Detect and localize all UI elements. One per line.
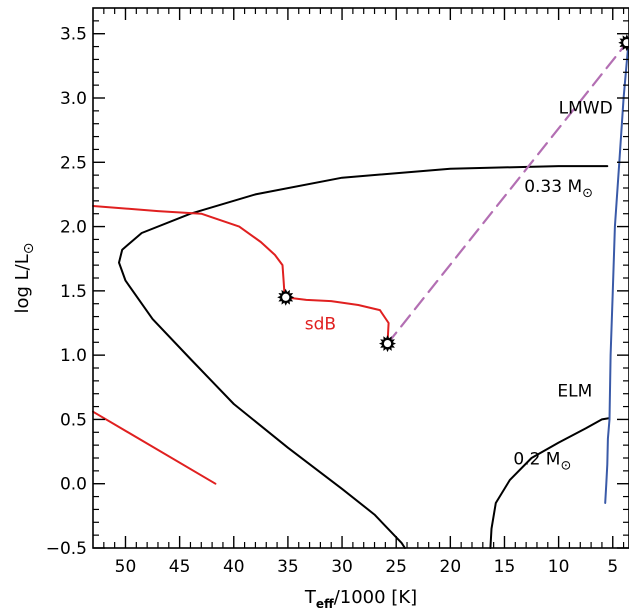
x-tick-label: 30 xyxy=(331,557,353,577)
x-tick-label: 45 xyxy=(169,557,191,577)
annotation-text-0: LMWD xyxy=(559,98,613,118)
curve-1 xyxy=(489,417,611,549)
annotation-3: ELM xyxy=(557,381,592,401)
evolution-marker-2 xyxy=(618,34,629,52)
x-axis-title-subscript: eff xyxy=(316,597,334,611)
y-tick-label: 2.0 xyxy=(60,218,87,238)
axes-layer: 50 45 40 35 30 25 20 15 10 5 −0.5 0.0 0.5 1.0 1.5 2.0 2.… xyxy=(46,7,629,577)
annotation-text-1: 0.33 M xyxy=(524,177,582,197)
annotation-4: 0.2 M⊙ xyxy=(513,449,571,473)
curve-3 xyxy=(92,205,390,345)
y-tick-label: 3.5 xyxy=(60,25,87,45)
x-tick-label: 20 xyxy=(440,557,462,577)
y-axis-title-sun-symbol: ⊙ xyxy=(21,242,37,254)
evolution-marker-0 xyxy=(277,288,295,306)
x-tick-label: 40 xyxy=(223,557,245,577)
y-tick-label: 2.5 xyxy=(60,153,87,173)
annotation-sun-symbol-1: ⊙ xyxy=(582,186,593,201)
annotation-0: LMWD xyxy=(559,98,613,118)
y-tick-label: 3.0 xyxy=(60,89,87,109)
annotation-text-4: 0.2 M xyxy=(513,449,560,469)
x-tick-label: 15 xyxy=(494,557,516,577)
x-axis-title: Teff/1000 [K] xyxy=(304,587,417,611)
curve-2 xyxy=(604,48,629,504)
x-tick-label: 5 xyxy=(607,557,618,577)
evolution-marker-1 xyxy=(379,335,396,353)
curves-layer xyxy=(92,41,629,549)
annotation-sun-symbol-4: ⊙ xyxy=(560,458,571,473)
y-axis-title-main: log L/L xyxy=(12,254,33,313)
annotation-1: 0.33 M⊙ xyxy=(524,177,593,201)
curve-5 xyxy=(386,41,628,345)
x-tick-label: 50 xyxy=(115,557,137,577)
annotation-text-3: ELM xyxy=(557,381,592,401)
annotation-2: sdB xyxy=(305,314,336,334)
curve-0 xyxy=(118,165,609,549)
y-tick-label: 0.0 xyxy=(60,475,87,495)
x-axis-title-main: T xyxy=(304,587,317,608)
x-tick-label: 10 xyxy=(548,557,570,577)
y-tick-label: 0.5 xyxy=(60,410,87,430)
x-axis-title-rest: /1000 [K] xyxy=(334,587,417,608)
y-tick-label: −0.5 xyxy=(46,539,87,559)
x-tick-label: 35 xyxy=(277,557,299,577)
x-tick-label: 25 xyxy=(385,557,407,577)
curve-4 xyxy=(92,410,217,485)
y-axis-title: log L/L⊙ xyxy=(12,242,37,313)
y-tick-label: 1.0 xyxy=(60,346,87,366)
annotation-text-2: sdB xyxy=(305,314,336,334)
y-tick-label: 1.5 xyxy=(60,282,87,302)
